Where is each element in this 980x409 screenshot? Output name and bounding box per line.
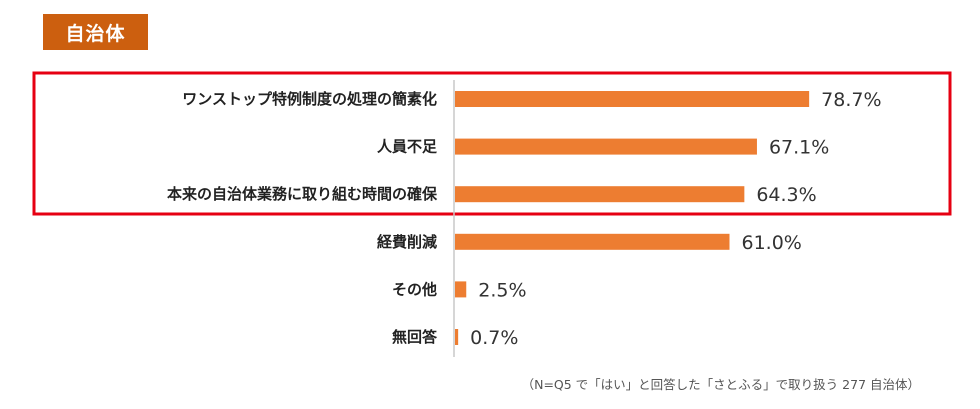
value-label: 78.7% <box>821 89 881 111</box>
bar-chart: ワンストップ特例制度の処理の簡素化人員不足本来の自治体業務に取り組む時間の確保経… <box>32 71 952 357</box>
bar <box>455 186 745 203</box>
value-label: 2.5% <box>478 279 526 301</box>
bar <box>455 281 467 298</box>
section-title: 自治体 <box>65 22 126 45</box>
category-label: 人員不足 <box>377 138 438 156</box>
category-label: 経費削減 <box>377 233 437 251</box>
value-label: 61.0% <box>742 232 802 254</box>
value-label: 64.3% <box>756 184 816 206</box>
category-label: 無回答 <box>392 328 438 346</box>
value-label: 0.7% <box>470 327 518 349</box>
highlight-frame <box>32 71 952 216</box>
section-title-badge: 自治体 <box>43 14 148 50</box>
bar <box>455 233 730 250</box>
category-label: ワンストップ特例制度の処理の簡素化 <box>182 90 437 108</box>
value-label: 67.1% <box>769 137 829 159</box>
footnote: （N=Q5 で「はい」と回答した「さとふる」で取り扱う 277 自治体） <box>521 377 920 392</box>
bar <box>455 329 459 345</box>
bar <box>455 138 757 155</box>
category-label: 本来の自治体業務に取り組む時間の確保 <box>167 185 438 203</box>
category-label: その他 <box>392 280 437 298</box>
bar <box>455 91 810 107</box>
